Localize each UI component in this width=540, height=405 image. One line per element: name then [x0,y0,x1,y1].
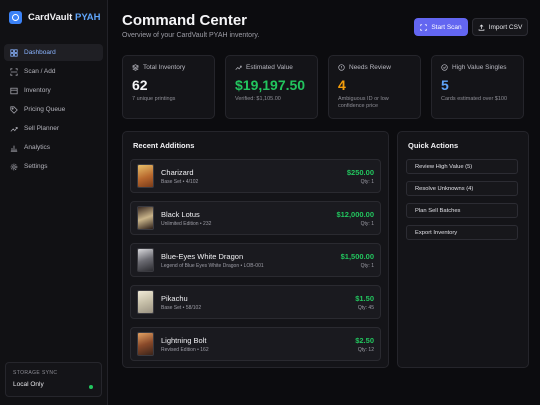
card-thumbnail [137,332,154,356]
trend-icon [235,65,242,70]
card-price: $250.00 [346,168,374,177]
list-item[interactable]: Charizard Base Set • 4/102 $250.00 Qty: … [130,159,381,193]
card-price: $12,000.00 [336,210,374,219]
stat-note: 7 unique printings [132,96,176,102]
scan-icon [420,23,427,31]
card-qty: Qty: 45 [357,305,374,311]
card-name: Blue-Eyes White Dragon [161,252,244,261]
stat-label: Needs Review [349,64,391,71]
card-thumbnail [137,206,154,230]
card-thumbnail [137,164,154,188]
card-set: Base Set • 58/102 [161,305,202,311]
stat-value: $19,197.50 [235,77,306,93]
stat-label: Total Inventory [143,64,186,71]
list-item[interactable]: Black Lotus Unlimited Edition • 232 $12,… [130,201,381,235]
sidebar: CardVault PYAH Dashboard Scan / Add Inve… [0,0,108,405]
sidebar-item-analytics[interactable]: Analytics [4,139,103,156]
panel-title: Quick Actions [408,141,459,150]
card-qty: Qty: 1 [360,221,374,227]
sidebar-item-scan[interactable]: Scan / Add [4,63,103,80]
card-qty: Qty: 1 [360,263,374,269]
panel-title: Recent Additions [133,141,195,150]
card-price: $2.50 [355,336,374,345]
card-set: Unlimited Edition • 232 [161,221,212,227]
stat-note: Cards estimated over $100 [441,96,508,102]
quick-actions-panel: Quick Actions Review High Value (5) Reso… [397,131,529,368]
sidebar-item-label: Pricing Queue [24,106,66,113]
card-set: Legend of Blue Eyes White Dragon • LOB-0… [161,263,264,269]
list-item[interactable]: Pikachu Base Set • 58/102 $1.50 Qty: 45 [130,285,381,319]
import-csv-button[interactable]: Import CSV [472,18,528,36]
pricing-icon [10,105,18,114]
stat-label: Estimated Value [246,64,293,71]
card-name: Pikachu [161,294,188,303]
card-thumbnail [137,290,154,314]
card-thumbnail [137,248,154,272]
stat-note: Verified: $1,105.00 [235,96,281,102]
stat-card-total-inventory: Total Inventory 62 7 unique printings [122,55,215,119]
brand-logo-icon [9,11,22,24]
brand-name: CardVault PYAH [28,12,101,23]
stat-value: 5 [441,77,449,93]
card-price: $1,500.00 [340,252,374,261]
card-price: $1.50 [355,294,374,303]
stat-value: 4 [338,77,346,93]
stat-card-estimated-value: Estimated Value $19,197.50 Verified: $1,… [225,55,318,119]
stat-note: Ambiguous ID or low confidence price [338,96,389,110]
layers-icon [132,64,139,71]
stat-card-high-value-singles: High Value Singles 5 Cards estimated ove… [431,55,524,119]
sidebar-item-label: Scan / Add [24,68,56,75]
sidebar-item-inventory[interactable]: Inventory [4,82,103,99]
sidebar-item-label: Dashboard [24,49,56,56]
sidebar-item-sell-planner[interactable]: Sell Planner [4,120,103,137]
storage-sync-value: Local Only [13,381,44,388]
dashboard-icon [10,48,18,57]
stat-card-needs-review: Needs Review 4 Ambiguous ID or low confi… [328,55,421,119]
alert-icon [338,64,345,71]
sidebar-item-label: Inventory [24,87,51,94]
main-content: Command Center Overview of your CardVaul… [108,0,540,405]
sidebar-item-label: Analytics [24,144,51,151]
trend-icon [10,125,18,133]
target-icon [441,64,448,71]
stat-label: High Value Singles [452,64,507,71]
storage-sync-panel: STORAGE SYNC Local Only [5,362,102,397]
storage-sync-label: STORAGE SYNC [13,370,58,376]
sidebar-item-label: Sell Planner [24,125,60,132]
sidebar-item-pricing-queue[interactable]: Pricing Queue [4,101,103,118]
resolve-unknowns-button[interactable]: Resolve Unknowns (4) [406,181,518,196]
list-item[interactable]: Lightning Bolt Revised Edition • 162 $2.… [130,327,381,361]
card-set: Base Set • 4/102 [161,179,199,185]
inventory-icon [10,87,18,95]
card-name: Charizard [161,168,194,177]
review-high-value-button[interactable]: Review High Value (5) [406,159,518,174]
recent-additions-panel: Recent Additions Charizard Base Set • 4/… [122,131,389,368]
scan-icon [10,67,18,76]
sidebar-item-dashboard[interactable]: Dashboard [4,44,103,61]
sidebar-nav: Dashboard Scan / Add Inventory Pricing Q… [4,44,103,177]
card-name: Lightning Bolt [161,336,207,345]
stat-value: 62 [132,77,148,93]
plan-sell-batches-button[interactable]: Plan Sell Batches [406,203,518,218]
export-inventory-button[interactable]: Export Inventory [406,225,518,240]
gear-icon [10,163,18,171]
card-qty: Qty: 12 [357,347,374,353]
page-subtitle: Overview of your CardVault PYAH inventor… [122,32,260,39]
sidebar-item-label: Settings [24,163,48,170]
start-scan-button[interactable]: Start Scan [414,18,468,36]
page-title: Command Center [122,12,248,29]
card-name: Black Lotus [161,210,200,219]
list-item[interactable]: Blue-Eyes White Dragon Legend of Blue Ey… [130,243,381,277]
upload-icon [478,24,485,31]
card-qty: Qty: 1 [360,179,374,185]
sidebar-item-settings[interactable]: Settings [4,158,103,175]
sync-status-icon [89,385,93,389]
card-set: Revised Edition • 162 [161,347,209,353]
chart-icon [10,144,18,152]
brand[interactable]: CardVault PYAH [9,11,101,24]
